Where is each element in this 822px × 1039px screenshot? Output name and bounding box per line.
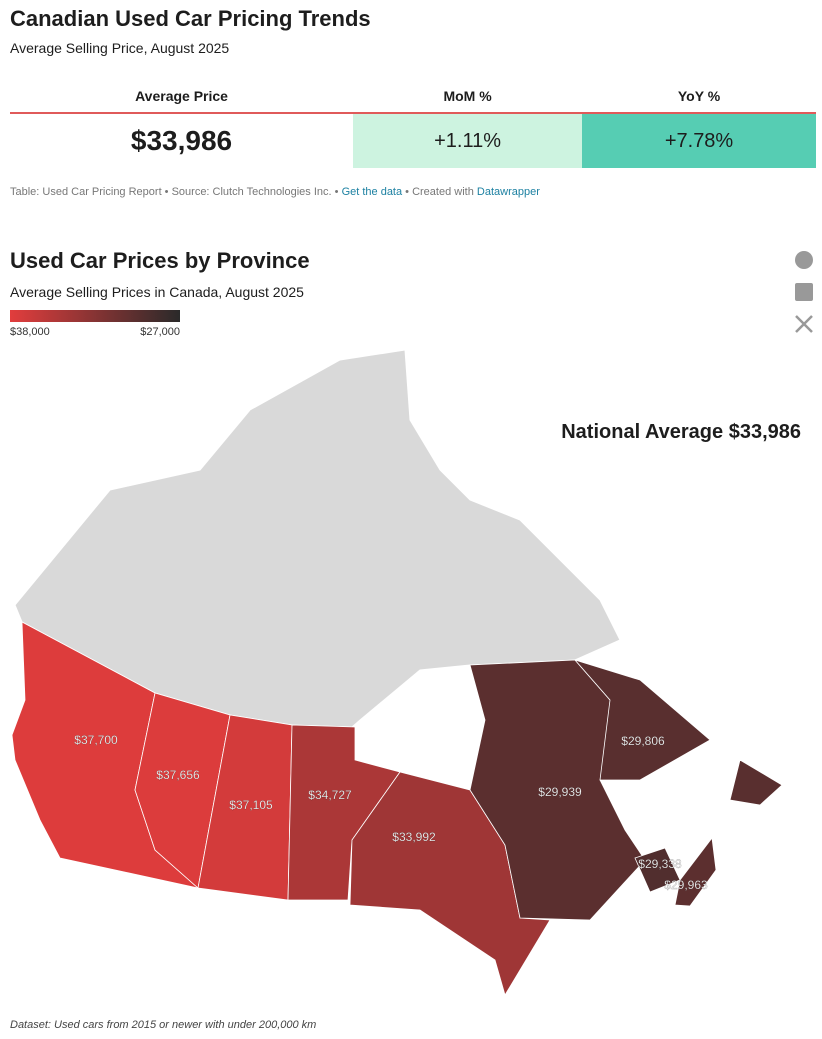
province	[674, 836, 717, 907]
linkedin-icon[interactable]	[795, 283, 813, 301]
column-header: YoY %	[582, 80, 816, 114]
column-header: MoM %	[353, 80, 583, 114]
column-header: Average Price	[10, 80, 354, 114]
legend-bar	[10, 310, 180, 322]
cell: $33,986	[130, 125, 233, 156]
footnote: Dataset: Used cars from 2015 or newer wi…	[10, 1019, 317, 1031]
share-icons	[795, 251, 813, 333]
value-label: $37,700	[74, 733, 118, 747]
value-label: $29,338	[638, 857, 682, 871]
table-title: Canadian Used Car Pricing Trends	[10, 6, 371, 31]
credit-link[interactable]: Datawrapper	[476, 186, 540, 198]
legend-label: $38,000	[10, 326, 50, 338]
value-label: $29,939	[538, 785, 582, 799]
source-line: Table: Used Car Pricing Report • Source:…	[10, 186, 540, 198]
source-text: • Created with	[405, 186, 474, 198]
legend-label: $27,000	[140, 326, 180, 338]
province	[729, 759, 783, 806]
cell: +1.11%	[353, 113, 583, 168]
summary-table: Average Price MoM % YoY % $33,986 +1.11%…	[10, 80, 816, 168]
cell: +7.78%	[582, 113, 816, 168]
facebook-icon[interactable]	[795, 251, 813, 269]
data-link[interactable]: Get the data	[341, 186, 403, 198]
source-text: Table: Used Car Pricing Report • Source:…	[10, 186, 339, 198]
province	[134, 692, 231, 889]
value-label: $37,656	[156, 768, 200, 782]
map-subtitle: Average Selling Prices in Canada, August…	[10, 284, 304, 300]
map-title: Used Car Prices by Province	[10, 248, 310, 273]
value-label: $34,727	[308, 788, 352, 802]
value-label: $29,806	[621, 734, 665, 748]
annotation: National Average $33,986	[561, 421, 801, 443]
value-label: $29,963	[664, 878, 708, 892]
table-subtitle: Average Selling Price, August 2025	[10, 40, 230, 56]
value-label: $33,992	[392, 830, 436, 844]
x-icon[interactable]	[795, 315, 813, 333]
value-label: $37,105	[229, 798, 273, 812]
province	[573, 659, 711, 781]
